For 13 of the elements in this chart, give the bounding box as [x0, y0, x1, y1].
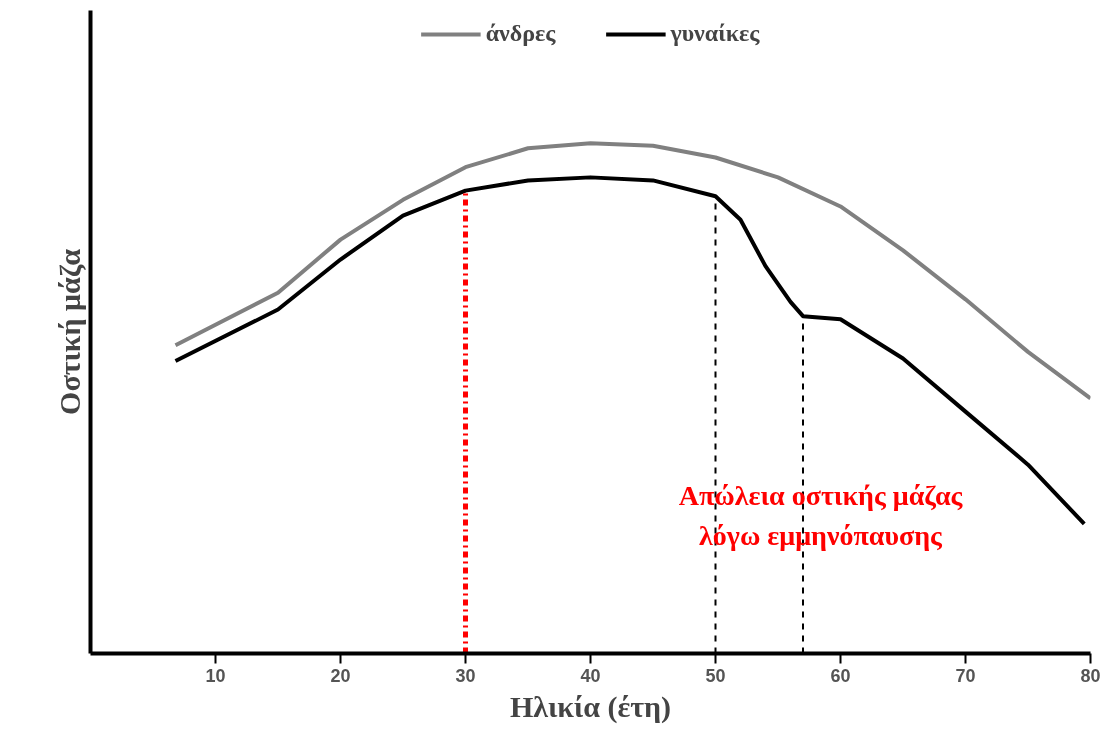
x-tick-label: 50	[705, 665, 726, 686]
legend-label: γυναίκες	[670, 20, 760, 47]
legend-label: άνδρες	[485, 20, 556, 47]
x-tick-label: 80	[1080, 665, 1101, 686]
x-tick-label: 20	[330, 665, 351, 686]
x-tick-label: 60	[830, 665, 851, 686]
x-tick-label: 70	[955, 665, 976, 686]
x-axis-title: Ηλικία (έτη)	[509, 689, 672, 724]
x-tick-label: 30	[455, 665, 476, 686]
annotation: Απώλεια οστικής μάζας λόγω εμμηνόπαυσης	[678, 479, 964, 552]
x-tick-label: 40	[580, 665, 601, 686]
x-tick-label: 10	[205, 665, 226, 686]
y-axis-title: Οστική μάζα	[52, 248, 86, 415]
